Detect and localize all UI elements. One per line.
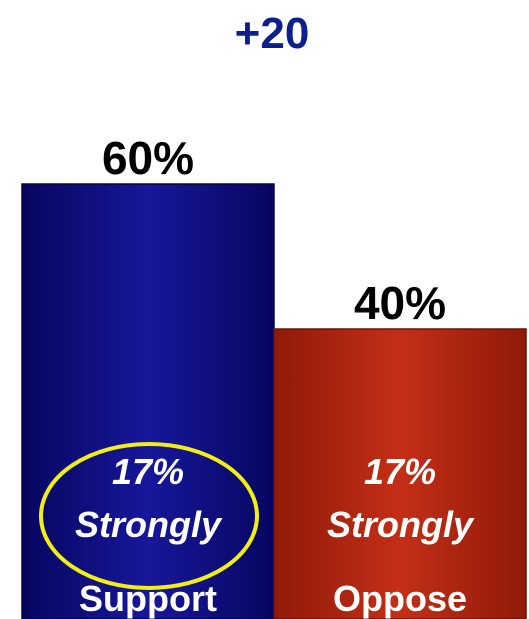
labels: 60% 17% Strongly Support 40% 17% Strongly Oppos… [39, 132, 475, 619]
category-label-oppose: Oppose [333, 578, 467, 619]
bar-oppose [273, 328, 527, 619]
category-label-support: Support [79, 578, 217, 619]
strongly-percent-label: 17% [112, 451, 184, 492]
strongly-text-label: Strongly [75, 504, 223, 545]
bar-support [21, 183, 275, 619]
value-label-support: 60% [102, 132, 194, 184]
strongly-percent-label: 17% [364, 451, 436, 492]
highlight-circle [39, 442, 259, 590]
strongly-text-label: Strongly [327, 504, 475, 545]
bars [21, 183, 527, 619]
chart-title: +20 [235, 9, 310, 58]
value-label-oppose: 40% [354, 277, 446, 329]
